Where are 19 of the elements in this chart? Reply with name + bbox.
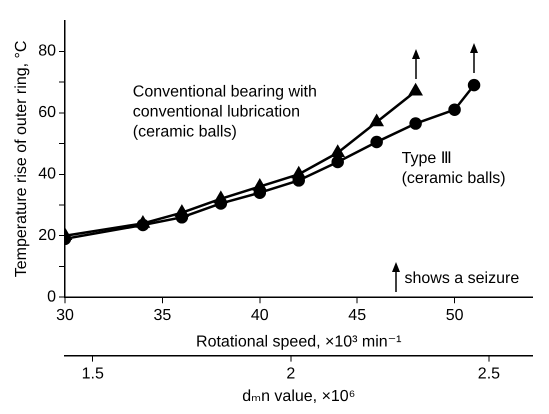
y-tick-label: 20 — [38, 227, 56, 244]
series-label: Conventional bearing with conventional lubrication (ceramic balls) — [132, 84, 317, 141]
y-tick-label: 40 — [38, 166, 56, 183]
x2-axis-title: dₘn value, ×10⁶ — [242, 388, 356, 405]
x2-tick-label: 2.5 — [478, 366, 500, 383]
y-tick-label: 80 — [38, 42, 56, 60]
x-tick-label: 40 — [250, 307, 269, 324]
y-tick-label: 0 — [47, 288, 56, 306]
x-tick-label: 45 — [348, 307, 366, 324]
x2-tick-label: 1.5 — [82, 366, 104, 383]
x-axis-title: Rotational speed, ×10³ min⁻¹ — [196, 333, 402, 350]
x-tick-label: 35 — [153, 307, 172, 324]
series-label: Type Ⅲ (ceramic balls) — [402, 150, 506, 188]
x-tick-label: 30 — [56, 307, 74, 324]
x2-tick-label: 2 — [286, 366, 296, 383]
y-axis-title: Temperature rise of outer ring, °C — [13, 40, 30, 278]
annotation: shows a seizure — [404, 270, 520, 288]
x-tick-label: 50 — [446, 307, 464, 324]
y-tick-label: 60 — [38, 104, 56, 122]
